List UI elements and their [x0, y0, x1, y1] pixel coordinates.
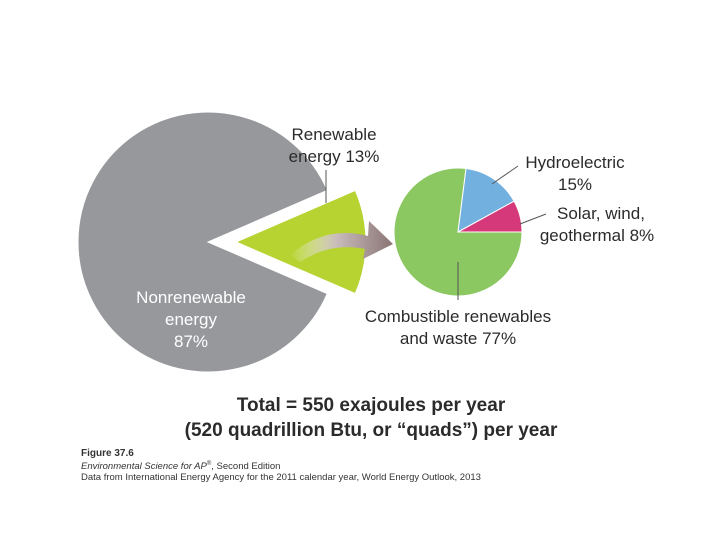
total-energy-pie [77, 111, 367, 373]
combustible-label: Combustible renewables and waste 77% [365, 307, 551, 348]
hydro-label-line1: Hydroelectric [525, 153, 625, 172]
total-energy-line1: Total = 550 exajoules per year [237, 395, 506, 416]
nonrenewable-label-line3: 87% [174, 332, 208, 351]
renewable-label-line2: energy 13% [289, 147, 380, 166]
hydro-leader-line [491, 165, 519, 185]
hydro-label: Hydroelectric 15% [525, 153, 625, 194]
figure-number: Figure 37.6 [81, 448, 134, 459]
solar-leader-line [519, 213, 547, 225]
renewable-label-line1: Renewable [291, 125, 376, 144]
solar-label-line1: Solar, wind, [557, 204, 645, 223]
book-title-line: Environmental Science for AP®, Second Ed… [81, 459, 641, 472]
solar-label-line2: geothermal 8% [540, 226, 654, 245]
renewable-breakdown-pie [393, 167, 523, 297]
figure-caption: Figure 37.6 Environmental Science for AP… [81, 448, 641, 483]
combustible-slice [393, 167, 523, 297]
combustible-label-line2: and waste 77% [400, 329, 516, 348]
nonrenewable-slice [77, 111, 328, 373]
solar-wind-geothermal-slice [457, 200, 523, 233]
nonrenewable-label: Nonrenewable energy 87% [136, 288, 246, 351]
combustible-label-line1: Combustible renewables [365, 307, 551, 326]
data-source: Data from International Energy Agency fo… [81, 472, 481, 484]
registered-mark: ® [206, 461, 212, 467]
total-energy-line2: (520 quadrillion Btu, or “quads”) per ye… [185, 420, 558, 441]
nonrenewable-label-line1: Nonrenewable [136, 288, 246, 307]
book-title: Environmental Science for AP [81, 461, 207, 473]
renewable-label: Renewable energy 13% [289, 125, 380, 166]
hydro-label-line2: 15% [558, 175, 592, 194]
hydroelectric-slice [457, 167, 515, 233]
nonrenewable-label-line2: energy [165, 310, 217, 329]
solar-label: Solar, wind, geothermal 8% [540, 204, 654, 245]
book-edition: , Second Edition [211, 461, 281, 473]
transition-arrow [290, 221, 393, 262]
